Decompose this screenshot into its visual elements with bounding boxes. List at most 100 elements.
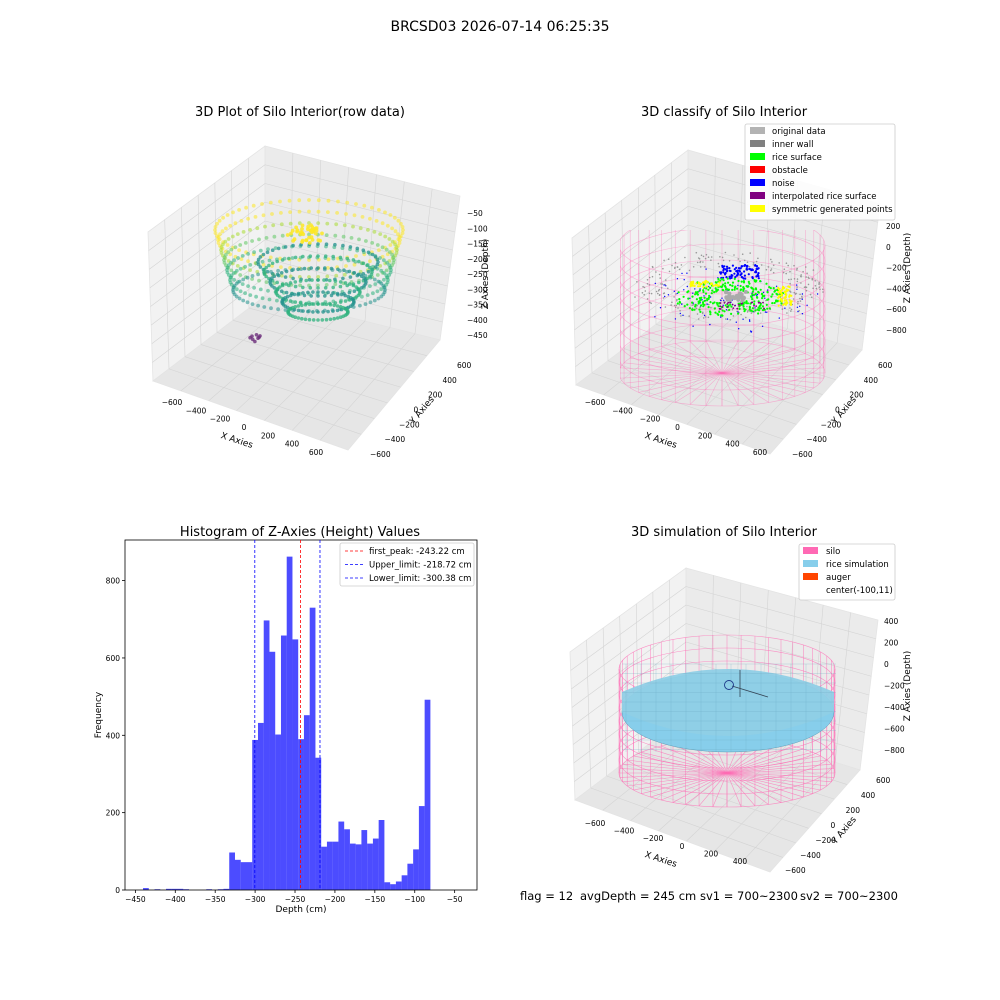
data-point [375,257,380,262]
data-point [756,308,759,311]
data-point [747,285,750,288]
data-point [743,289,748,294]
data-point [363,278,368,282]
histogram-plot: Histogram of Z-Axies (Height) Values −450… [94,525,478,915]
histogram-bar [326,841,333,890]
data-point [320,302,325,306]
data-point [732,307,735,309]
data-point [642,285,644,288]
data-point [714,287,717,290]
data-point [251,337,255,342]
data-point [338,315,343,320]
raw-3d-plot: 3D Plot of Silo Interior(row data)−600−4… [147,105,491,459]
data-point [753,278,756,282]
data-point [275,298,279,303]
data-point [290,268,294,273]
data-point [754,287,758,290]
data-point [789,290,791,292]
data-point [674,261,677,264]
data-point [707,306,710,309]
data-point [738,328,740,330]
data-point [324,242,329,246]
data-point [262,305,267,309]
legend-label: symmetric generated points [772,205,893,215]
data-point [705,268,707,270]
data-point [725,288,728,291]
data-point [725,318,727,320]
data-point [762,301,764,304]
data-point [243,264,248,269]
x-tick-label: −200 [640,415,661,424]
data-point [729,303,732,306]
x-axis-label: Depth (cm) [275,905,326,915]
data-point [805,266,807,268]
data-point [241,277,246,282]
data-point [794,293,797,295]
data-point [239,219,244,223]
data-point [230,234,235,239]
data-point [716,283,719,286]
data-point [686,303,689,306]
data-point [740,313,742,316]
data-point [235,232,240,237]
rice-simulation-surface [621,663,836,753]
data-point [341,234,346,239]
data-point [375,243,380,247]
x-axis-label: X Axies [643,431,678,451]
legend-swatch [803,573,818,580]
data-point [320,231,324,236]
data-point [348,245,353,249]
data-point [380,221,385,226]
data-point [719,279,722,282]
z-axis-label: Z Axies (Depth) [903,233,913,304]
data-point [806,304,808,306]
data-point [360,294,364,299]
data-point [342,223,347,228]
data-point [678,268,681,271]
histogram-title: Histogram of Z-Axies (Height) Values [180,525,420,540]
classify-legend: original data inner wall rice surface obsta… [744,123,896,221]
histogram-bars [143,556,431,890]
data-point [360,215,365,219]
data-point [788,278,790,281]
x-tick-label: −600 [162,398,183,407]
data-point [727,281,730,284]
data-point [697,257,700,259]
data-point [348,275,353,279]
x-tick-label: −450 [125,895,146,904]
data-point [799,305,801,307]
data-point [686,272,688,274]
data-point [217,218,222,223]
data-point [649,301,651,304]
data-point [703,296,706,299]
histogram-bar [407,863,414,890]
data-point [704,292,708,295]
data-point [245,275,250,280]
data-point [723,302,726,304]
data-point [777,304,780,307]
data-point [680,315,682,317]
legend-swatch [803,560,818,567]
data-point [696,261,699,264]
data-point [648,276,651,279]
data-point [739,273,742,277]
data-point [351,283,356,288]
y-tick-label: 200 [849,391,864,400]
data-point [757,300,760,303]
legend-swatch [750,205,765,212]
data-point [761,309,765,312]
data-point [733,277,736,280]
data-point [665,285,667,287]
data-point [777,290,780,293]
data-point [796,278,799,280]
data-point [309,266,314,270]
data-point [676,298,678,301]
data-point [740,265,743,268]
data-point [254,294,258,299]
data-point [326,309,330,314]
data-point [752,264,755,266]
data-point [799,293,801,296]
data-point [704,257,707,260]
data-point [316,294,320,298]
data-point [790,308,793,311]
